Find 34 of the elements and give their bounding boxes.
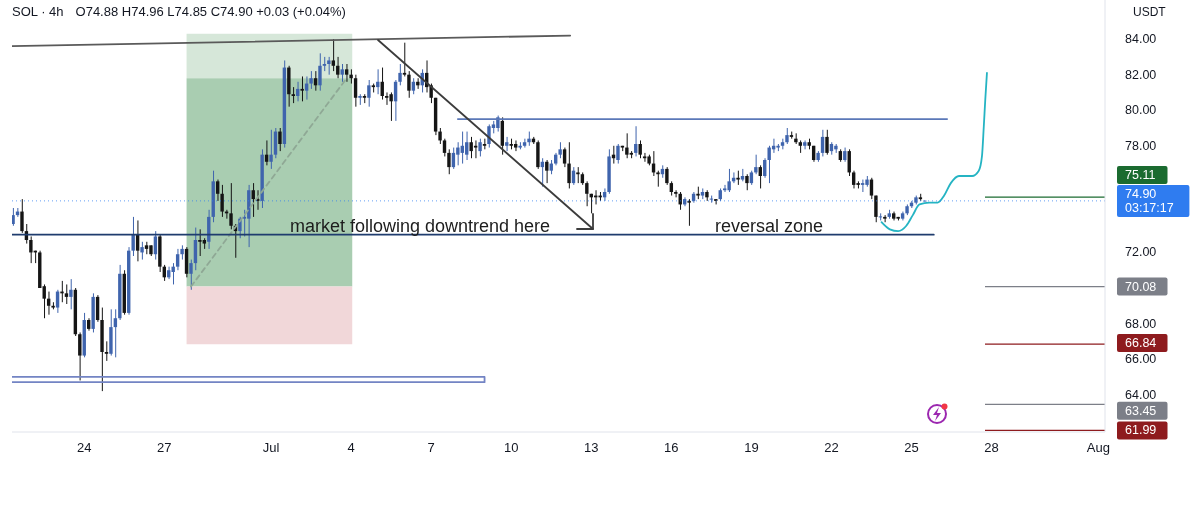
candlestick [687,199,691,226]
candlestick [300,76,304,102]
x-tick-label: 22 [824,439,839,455]
x-tick-label: 27 [157,439,172,455]
y-axis-title: USDT [1133,5,1166,19]
y-tick-label: 80.00 [1125,103,1157,118]
x-tick-label: 4 [347,439,355,455]
x-tick-label: 10 [504,439,519,455]
x-tick-label: 24 [77,439,92,455]
ref-line-label: 61.99 [1125,423,1157,438]
y-tick-label: 82.00 [1125,67,1157,82]
y-tick-label: 84.00 [1125,32,1157,47]
y-tick-label: 72.00 [1125,245,1157,260]
x-tick-label: 19 [744,439,759,455]
y-tick-label: 78.00 [1125,138,1157,153]
x-tick-label: 28 [984,439,999,455]
x-tick-label: 25 [904,439,919,455]
ref-line-label: 75.11 [1125,167,1156,182]
ref-line-label: 74.90 03:17:17 [1125,186,1174,215]
x-tick-label: Aug [1086,439,1110,455]
chart-subtitle: O74.88 H74.96 L74.85 C74.90 +0.03 (+0.04%) [75,4,346,19]
x-tick-label: Jul [262,439,280,455]
ref-line-label: 63.45 [1125,403,1157,418]
annotation: market following downtrend here [289,216,551,236]
y-tick-label: 66.00 [1125,352,1157,367]
x-tick-label: 13 [584,439,599,455]
annotation: reversal zone [714,216,824,236]
ref-line-label: 70.08 [1125,279,1157,294]
chart-title: SOL · 4h [12,4,64,19]
y-tick-label: 68.00 [1125,316,1157,331]
ref-line-label: 66.84 [1125,336,1157,351]
x-tick-label: 7 [427,439,435,455]
y-tick-label: 64.00 [1125,387,1157,402]
x-tick-label: 16 [664,439,679,455]
